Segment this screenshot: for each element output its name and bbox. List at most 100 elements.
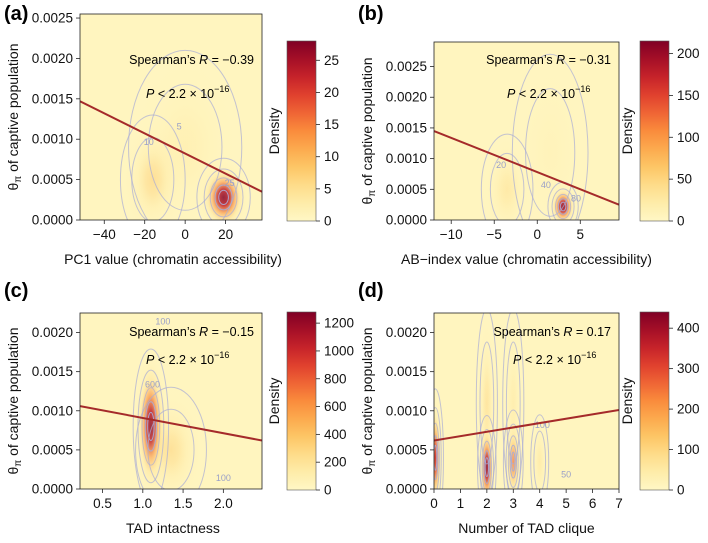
- p-value-part: < 2.2 × 10: [154, 353, 214, 367]
- y-tick-label: 0.0015: [32, 364, 73, 379]
- spearman-part: R: [556, 53, 565, 67]
- x-tick-label: −5: [487, 227, 502, 242]
- y-axis-label: θπ of captive population: [5, 43, 24, 190]
- density-blob: [508, 44, 592, 220]
- colorbar-label: Density: [266, 378, 282, 425]
- spearman-part: = −0.15: [208, 325, 254, 339]
- density-contour: [203, 168, 244, 220]
- density-contour: [141, 387, 161, 466]
- density-contour: [525, 88, 576, 217]
- y-tick-label: 0.0020: [32, 51, 73, 66]
- spearman-annotation: Spearman’s R = −0.31: [486, 53, 611, 67]
- colorbar: [639, 311, 670, 491]
- regression-line: [80, 405, 262, 442]
- y-tick-label: 0.0015: [386, 364, 427, 379]
- density-contour: [147, 411, 155, 442]
- y-tick-label: 0.0010: [386, 403, 427, 418]
- p-value-annotation: P < 2.2 × 10−16: [146, 84, 229, 101]
- density-contour: [481, 440, 493, 489]
- spearman-annotation: Spearman’s R = −0.39: [129, 53, 254, 67]
- y-axis-label-text: of captive population: [359, 57, 375, 189]
- density-contour: [551, 188, 575, 220]
- p-value-part: < 2.2 × 10: [515, 87, 575, 101]
- x-tick-label: 5: [577, 227, 585, 242]
- density-contour: [489, 152, 525, 220]
- colorbar-tick-label: 100: [677, 130, 700, 145]
- contour-label: 50: [561, 469, 571, 479]
- regression-line: [434, 409, 619, 442]
- colorbar-tick-label: 5: [324, 181, 332, 196]
- y-axis-label-text: of captive population: [5, 43, 21, 175]
- colorbar-tick-label: 200: [677, 46, 700, 61]
- contour-label: 5: [177, 122, 182, 132]
- density-contour: [214, 184, 233, 211]
- colorbar-label: Density: [619, 378, 635, 425]
- y-tick-label: 0.0000: [386, 482, 427, 497]
- panel-label: (b): [358, 3, 384, 25]
- density-contour: [505, 423, 521, 489]
- colorbar-tick-label: 600: [324, 399, 347, 414]
- y-tick-label: 0.0000: [32, 482, 73, 497]
- density-contour: [505, 341, 521, 465]
- x-tick-label: 0.5: [93, 496, 112, 511]
- x-axis-label: AB−index value (chromatin accessibility): [401, 251, 652, 267]
- density-blob: [529, 410, 550, 489]
- contour-label: 40: [541, 180, 551, 190]
- density-contour: [554, 193, 572, 220]
- y-tick-label: 0.0025: [32, 11, 73, 26]
- density-contour: [502, 409, 524, 489]
- x-axis-label: TAD intactness: [126, 520, 220, 536]
- panel-label: (c): [4, 280, 28, 302]
- contour-label: 100: [216, 473, 231, 483]
- panel-a: 5 10 25 0.0000 0.0005 0.0010 0.0015 0.0020 0.002…: [4, 3, 339, 267]
- contour-label: 100: [155, 317, 170, 327]
- spearman-part: Spearman’s: [129, 53, 199, 67]
- density-contour: [477, 414, 497, 489]
- x-tick-label: 1: [457, 496, 465, 511]
- density-contour: [196, 157, 251, 220]
- x-tick-label: 4: [536, 496, 544, 511]
- density-contour: [128, 49, 243, 220]
- panel-label: (d): [358, 280, 384, 302]
- p-value-part: < 2.2 × 10: [154, 87, 214, 101]
- plot-frame: [433, 41, 620, 221]
- density-contour: [533, 430, 547, 489]
- density-contour: [135, 386, 207, 489]
- spearman-part: R: [563, 325, 572, 339]
- spearman-part: Spearman’s: [486, 53, 556, 67]
- y-tick-label: 0.0005: [32, 442, 73, 457]
- y-axis-label-symbol: θ: [359, 467, 375, 475]
- spearman-annotation: Spearman’s R = −0.15: [129, 325, 254, 339]
- colorbar-tick-label: 1200: [324, 316, 354, 331]
- density-contour: [475, 313, 498, 489]
- y-axis-label-symbol: θ: [359, 197, 375, 205]
- density-blob: [501, 313, 525, 489]
- density-contour: [484, 457, 490, 477]
- density-contour: [507, 435, 519, 488]
- y-axis-label: θπ of captive population: [359, 57, 378, 204]
- colorbar-tick-label: 0: [677, 483, 685, 498]
- density-contour: [502, 313, 525, 489]
- x-axis-label: Number of TAD clique: [458, 520, 595, 536]
- colorbar-tick-label: 400: [677, 321, 700, 336]
- density-heatmap: 100 100 600: [80, 313, 262, 489]
- density-contour: [119, 114, 186, 220]
- spearman-part: Spearman’s: [493, 325, 563, 339]
- p-value-part: P: [513, 353, 522, 367]
- p-value-part: −16: [214, 84, 229, 94]
- x-tick-label: 0: [533, 227, 541, 242]
- density-contour: [147, 408, 195, 489]
- y-tick-label: 0.0010: [32, 132, 73, 147]
- density-heatmap: 20 40 80: [434, 42, 619, 220]
- x-tick-label: 5: [562, 496, 570, 511]
- density-contour: [218, 189, 229, 205]
- p-value-part: P: [146, 87, 155, 101]
- plot-frame: [433, 312, 620, 490]
- x-tick-label: −10: [440, 227, 463, 242]
- plot-frame: [79, 312, 263, 490]
- density-contour: [509, 444, 517, 479]
- heatmap-background: [434, 313, 619, 489]
- x-axis-label: PC1 value (chromatin accessibility): [64, 251, 282, 267]
